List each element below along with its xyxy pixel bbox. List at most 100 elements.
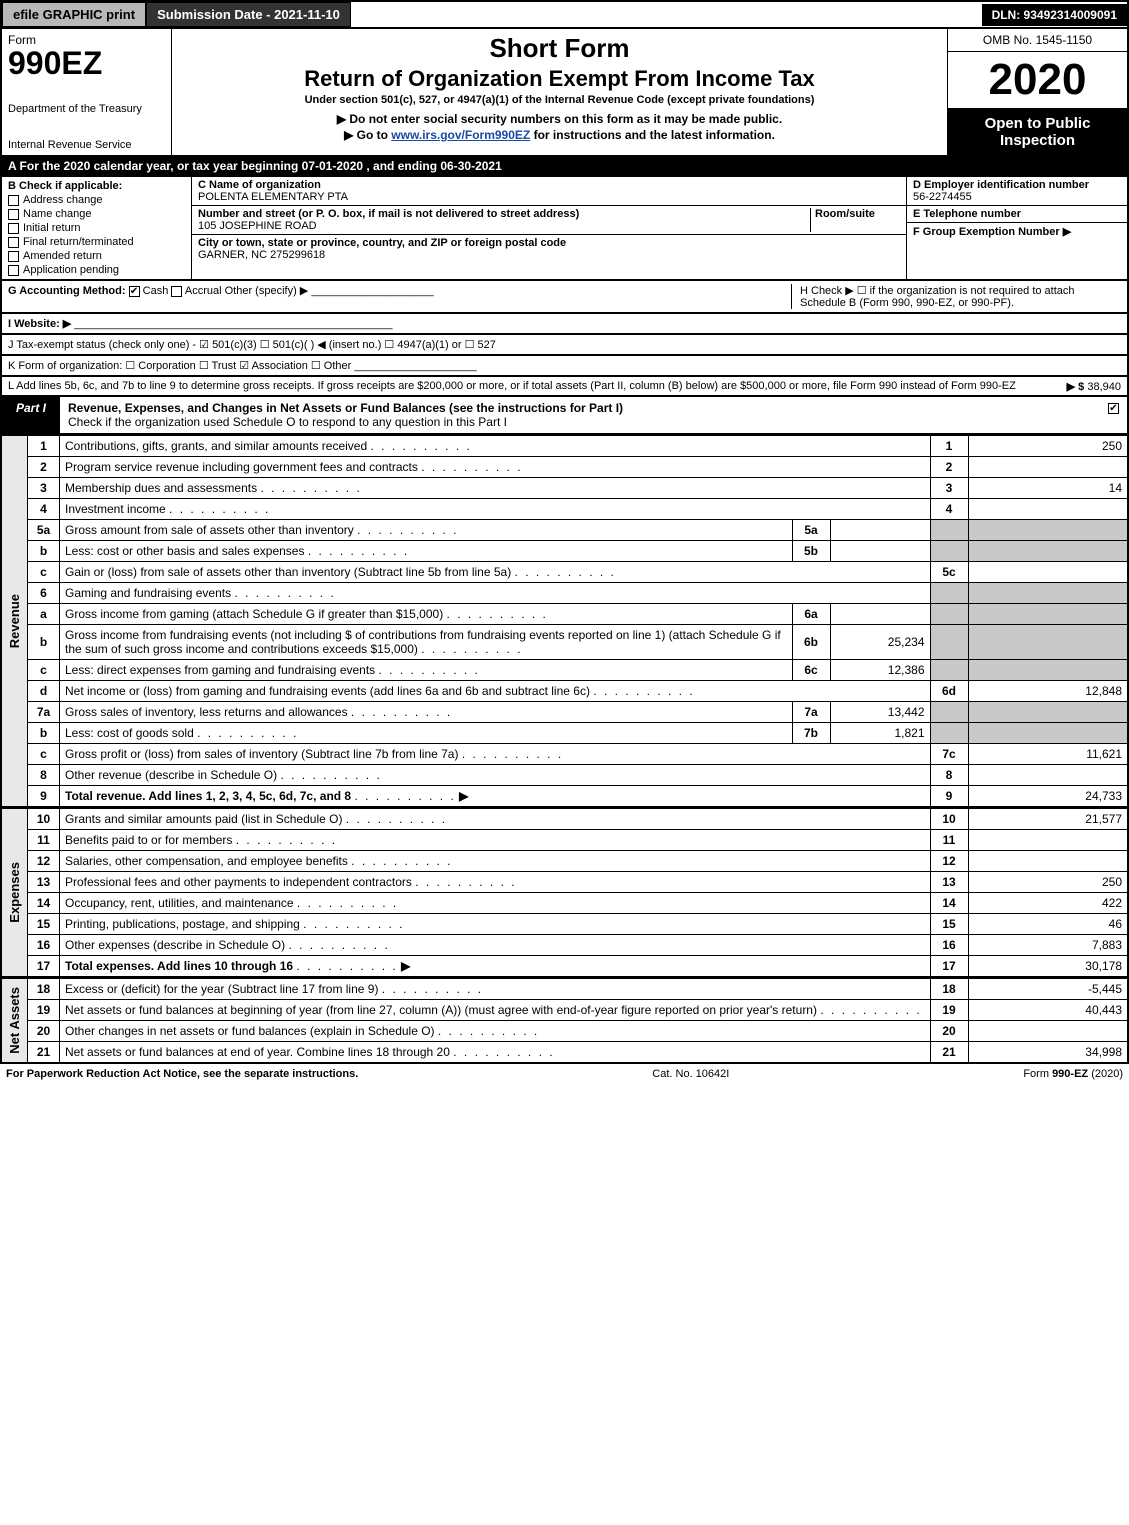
line-amount: 46 xyxy=(968,914,1128,935)
cb-address-change[interactable] xyxy=(8,195,19,206)
line-desc: Less: direct expenses from gaming and fu… xyxy=(60,660,793,681)
line-desc: Other expenses (describe in Schedule O) … xyxy=(60,935,931,956)
line-desc: Printing, publications, postage, and shi… xyxy=(60,914,931,935)
c-name-label: C Name of organization xyxy=(198,179,321,191)
line-number: 11 xyxy=(28,830,60,851)
cb-application-pending[interactable] xyxy=(8,265,19,276)
line-desc: Membership dues and assessments . . . . … xyxy=(60,478,931,499)
line-number: 12 xyxy=(28,851,60,872)
line-desc: Excess or (deficit) for the year (Subtra… xyxy=(60,979,931,1000)
line-amt-shade xyxy=(968,520,1128,541)
line-row: 8Other revenue (describe in Schedule O) … xyxy=(1,765,1128,786)
open-to-public: Open to Public Inspection xyxy=(948,109,1127,155)
line-ref: 17 xyxy=(930,956,968,978)
omb-number: OMB No. 1545-1150 xyxy=(948,29,1127,52)
line-row: bGross income from fundraising events (n… xyxy=(1,625,1128,660)
part1-title: Revenue, Expenses, and Changes in Net As… xyxy=(68,401,623,415)
line-desc: Net assets or fund balances at beginning… xyxy=(60,1000,931,1021)
line-ref: 1 xyxy=(930,436,968,457)
line-row: cGross profit or (loss) from sales of in… xyxy=(1,744,1128,765)
line-amt-shade xyxy=(968,541,1128,562)
line-number: 21 xyxy=(28,1042,60,1064)
row-k: K Form of organization: ☐ Corporation ☐ … xyxy=(0,356,1129,377)
line-row: dNet income or (loss) from gaming and fu… xyxy=(1,681,1128,702)
line-row: 20Other changes in net assets or fund ba… xyxy=(1,1021,1128,1042)
submission-date-button[interactable]: Submission Date - 2021-11-10 xyxy=(146,2,351,27)
line-amount xyxy=(968,765,1128,786)
line-amt-shade xyxy=(968,702,1128,723)
line-row: 12Salaries, other compensation, and empl… xyxy=(1,851,1128,872)
col-r: D Employer identification number 56-2274… xyxy=(907,177,1127,279)
line-desc: Other changes in net assets or fund bala… xyxy=(60,1021,931,1042)
sub-line-number: 6c xyxy=(792,660,830,681)
line-amount: 30,178 xyxy=(968,956,1128,978)
sub-line-number: 7b xyxy=(792,723,830,744)
dept-treasury: Department of the Treasury xyxy=(8,103,165,115)
line-number: 14 xyxy=(28,893,60,914)
line-ref: 19 xyxy=(930,1000,968,1021)
line-row: 9Total revenue. Add lines 1, 2, 3, 4, 5c… xyxy=(1,786,1128,808)
sub-line-amount xyxy=(830,520,930,541)
cb-name-change[interactable] xyxy=(8,209,19,220)
part1-check-line: Check if the organization used Schedule … xyxy=(68,415,507,429)
line-row: 16Other expenses (describe in Schedule O… xyxy=(1,935,1128,956)
cb-amended[interactable] xyxy=(8,251,19,262)
line-amount: 7,883 xyxy=(968,935,1128,956)
line-amt-shade xyxy=(968,660,1128,681)
part1-checkbox[interactable] xyxy=(1108,403,1119,414)
line-desc: Total expenses. Add lines 10 through 16 … xyxy=(60,956,931,978)
line-row: 3Membership dues and assessments . . . .… xyxy=(1,478,1128,499)
line-amt-shade xyxy=(968,583,1128,604)
cb-accrual[interactable] xyxy=(171,286,182,297)
sub-line-amount: 1,821 xyxy=(830,723,930,744)
part1-header: Part I Revenue, Expenses, and Changes in… xyxy=(0,397,1129,435)
line-desc: Benefits paid to or for members . . . . … xyxy=(60,830,931,851)
instr-goto-post: for instructions and the latest informat… xyxy=(530,128,775,142)
cb-final-return-label: Final return/terminated xyxy=(23,236,134,248)
line-amount: 14 xyxy=(968,478,1128,499)
line-desc: Net assets or fund balances at end of ye… xyxy=(60,1042,931,1064)
row-i: I Website: ▶ ___________________________… xyxy=(0,314,1129,335)
cb-final-return[interactable] xyxy=(8,237,19,248)
cb-address-change-label: Address change xyxy=(23,194,103,206)
i-website-label: I Website: ▶ xyxy=(8,318,71,330)
footer-right-pre: Form xyxy=(1023,1068,1052,1080)
line-ref-shade xyxy=(930,583,968,604)
line-amount xyxy=(968,499,1128,520)
line-row: 11Benefits paid to or for members . . . … xyxy=(1,830,1128,851)
line-number: 3 xyxy=(28,478,60,499)
irs-link[interactable]: www.irs.gov/Form990EZ xyxy=(391,128,530,142)
footer-right-post: (2020) xyxy=(1088,1068,1123,1080)
col-b-heading: B Check if applicable: xyxy=(8,180,185,192)
line-desc: Gross profit or (loss) from sales of inv… xyxy=(60,744,931,765)
line-desc: Contributions, gifts, grants, and simila… xyxy=(60,436,931,457)
line-amount xyxy=(968,851,1128,872)
expenses-table: Expenses10Grants and similar amounts pai… xyxy=(0,808,1129,978)
line-row: 17Total expenses. Add lines 10 through 1… xyxy=(1,956,1128,978)
row-l: L Add lines 5b, 6c, and 7b to line 9 to … xyxy=(0,377,1129,397)
line-amt-shade xyxy=(968,625,1128,660)
c-city-value: GARNER, NC 275299618 xyxy=(198,249,325,261)
line-ref-shade xyxy=(930,702,968,723)
e-phone-label: E Telephone number xyxy=(913,208,1021,220)
line-number: c xyxy=(28,660,60,681)
cb-initial-return[interactable] xyxy=(8,223,19,234)
efile-print-button[interactable]: efile GRAPHIC print xyxy=(2,2,146,27)
line-number: 13 xyxy=(28,872,60,893)
line-row: 7aGross sales of inventory, less returns… xyxy=(1,702,1128,723)
line-desc: Program service revenue including govern… xyxy=(60,457,931,478)
line-row: 13Professional fees and other payments t… xyxy=(1,872,1128,893)
line-amt-shade xyxy=(968,723,1128,744)
sub-line-number: 6b xyxy=(792,625,830,660)
line-number: 18 xyxy=(28,979,60,1000)
c-city-label: City or town, state or province, country… xyxy=(198,237,566,249)
line-ref: 9 xyxy=(930,786,968,808)
line-desc: Gain or (loss) from sale of assets other… xyxy=(60,562,931,583)
line-number: 5a xyxy=(28,520,60,541)
cb-cash[interactable] xyxy=(129,286,140,297)
col-c: C Name of organization POLENTA ELEMENTAR… xyxy=(192,177,907,279)
line-desc: Net income or (loss) from gaming and fun… xyxy=(60,681,931,702)
line-desc: Gross amount from sale of assets other t… xyxy=(60,520,793,541)
line-row: 5aGross amount from sale of assets other… xyxy=(1,520,1128,541)
line-amount: 422 xyxy=(968,893,1128,914)
